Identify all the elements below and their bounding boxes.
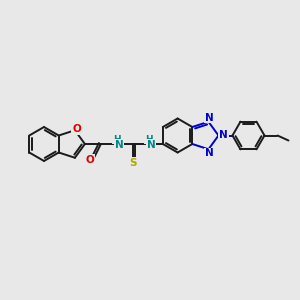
Text: N: N [205,148,214,158]
Text: O: O [72,124,81,134]
Text: N: N [219,130,228,140]
Text: N: N [146,140,155,150]
Text: S: S [129,158,136,168]
Text: H: H [145,134,153,143]
Text: H: H [113,134,121,143]
Text: O: O [85,155,94,165]
Text: N: N [205,113,214,123]
Text: N: N [115,140,123,150]
